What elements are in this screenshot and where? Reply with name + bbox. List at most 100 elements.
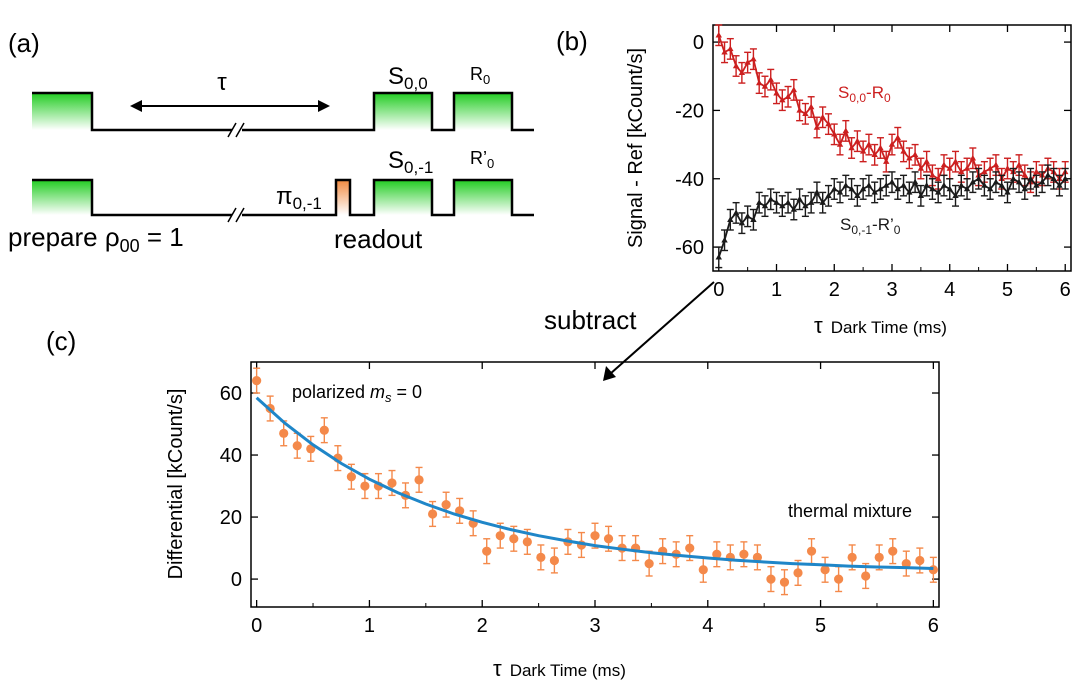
b-point-1-46 (981, 182, 988, 188)
marks-b (715, 24, 1069, 269)
legend-s01-r0p: S0,-1-R’0 (840, 215, 901, 237)
b-point-1-30 (888, 178, 896, 185)
c-point-0-41 (806, 546, 817, 556)
b-point-1-59 (1056, 182, 1063, 188)
b-point-1-7 (755, 199, 763, 205)
b-point-0-30 (888, 141, 896, 147)
c-xtick-label-6: 6 (928, 615, 939, 637)
subtract-arrow-head (603, 366, 616, 381)
b-point-1-3 (732, 209, 740, 216)
b-point-1-56 (1038, 178, 1046, 185)
b-point-0-39 (940, 161, 948, 168)
b-series-line-0 (717, 35, 1066, 184)
b-point-1-58 (1050, 175, 1057, 181)
tau-arrow-right-head (318, 100, 330, 112)
c-point-0-33 (698, 565, 708, 575)
b-point-0-1 (721, 48, 728, 55)
c-point-0-14 (441, 500, 451, 510)
b-point-1-40 (946, 185, 953, 192)
readout-label: readout (334, 224, 423, 254)
b-point-0-12 (784, 93, 792, 99)
b-point-0-15 (802, 110, 809, 117)
b-point-0-29 (883, 158, 890, 164)
c-xtick-label-1: 1 (364, 615, 375, 637)
r0p-label: R’0 (470, 148, 494, 171)
b-point-1-33 (906, 189, 913, 195)
c-point-0-12 (414, 475, 424, 485)
b-point-0-34 (911, 151, 919, 158)
b-point-1-42 (958, 182, 965, 188)
c-point-0-7 (346, 472, 356, 482)
b-point-0-7 (755, 79, 763, 86)
c-ytick-label-1: 20 (220, 507, 242, 529)
b-point-1-12 (784, 199, 792, 205)
b-ytick-label-2: -40 (675, 169, 704, 191)
b-point-1-53 (1021, 185, 1029, 192)
b-ytick-label-3: -60 (675, 237, 704, 259)
r0-label: R0 (470, 64, 490, 87)
b-point-0-2 (727, 45, 734, 52)
b-point-0-5 (744, 59, 751, 65)
c-point-0-10 (387, 478, 397, 488)
c-point-0-19 (509, 534, 519, 544)
b-point-0-37 (929, 171, 936, 178)
b-point-1-36 (923, 182, 930, 188)
c-point-0-29 (644, 558, 654, 569)
b-point-0-53 (1021, 171, 1029, 178)
b-point-0-27 (871, 151, 878, 158)
b-point-1-19 (825, 192, 832, 199)
c-ytick-label-0: 0 (231, 569, 242, 591)
b-point-1-9 (767, 195, 774, 202)
b-point-1-28 (877, 185, 884, 192)
marks-c (252, 367, 938, 596)
c-point-0-13 (427, 509, 438, 519)
b-point-1-25 (859, 185, 867, 192)
panel-label-a: (a) (8, 28, 40, 58)
c-point-0-21 (536, 552, 546, 562)
b-xtick-label-2: 2 (829, 279, 840, 301)
b-point-0-33 (906, 154, 913, 161)
b-point-0-48 (992, 161, 1000, 168)
c-point-0-46 (874, 552, 884, 562)
c-ytick-label-2: 40 (220, 445, 242, 467)
b-point-1-57 (1044, 171, 1052, 178)
b-point-0-6 (750, 55, 757, 62)
b-point-0-11 (779, 96, 786, 103)
b-point-0-52 (1015, 161, 1023, 168)
c-point-0-26 (603, 534, 614, 544)
c-point-0-43 (834, 574, 844, 584)
b-point-1-20 (831, 185, 838, 192)
b-point-0-22 (842, 127, 850, 134)
b-xtick-label-5: 5 (1002, 279, 1013, 301)
b-point-0-47 (986, 165, 994, 171)
b-point-1-50 (1004, 189, 1011, 195)
b-point-0-3 (732, 62, 740, 69)
b-point-1-52 (1015, 178, 1023, 185)
b-xtick-label-4: 4 (944, 279, 955, 301)
b-point-1-39 (940, 182, 948, 188)
c-xtick-label-4: 4 (702, 615, 713, 637)
b-point-1-13 (790, 206, 798, 212)
b-point-0-25 (859, 148, 867, 154)
pi-pulse (336, 180, 350, 215)
c-point-0-5 (319, 425, 329, 435)
break-mark-top (227, 122, 245, 138)
legend-s00-r0: S0,0-R0 (838, 83, 891, 105)
c-point-0-48 (901, 558, 911, 569)
b-point-1-1 (721, 236, 728, 243)
b-point-1-34 (911, 178, 919, 185)
prepare-pulse-bottom (32, 180, 92, 215)
c-xtick-label-2: 2 (477, 615, 488, 637)
panel-label-c: (c) (46, 326, 76, 356)
s01-label: S0,-1 (388, 147, 433, 177)
b-point-0-46 (981, 168, 988, 175)
b-point-0-0 (715, 31, 722, 38)
c-point-0-40 (793, 568, 803, 578)
c-point-0-38 (766, 574, 776, 584)
b-point-0-31 (894, 134, 901, 140)
panel-b: (b) 0 1 2 3 4 5 6 0 -20 -40 -60 Signal - Ref [kCou… (556, 24, 1072, 338)
b-point-1-18 (819, 199, 826, 205)
c-point-0-0 (252, 376, 262, 386)
b-point-0-42 (958, 168, 965, 175)
